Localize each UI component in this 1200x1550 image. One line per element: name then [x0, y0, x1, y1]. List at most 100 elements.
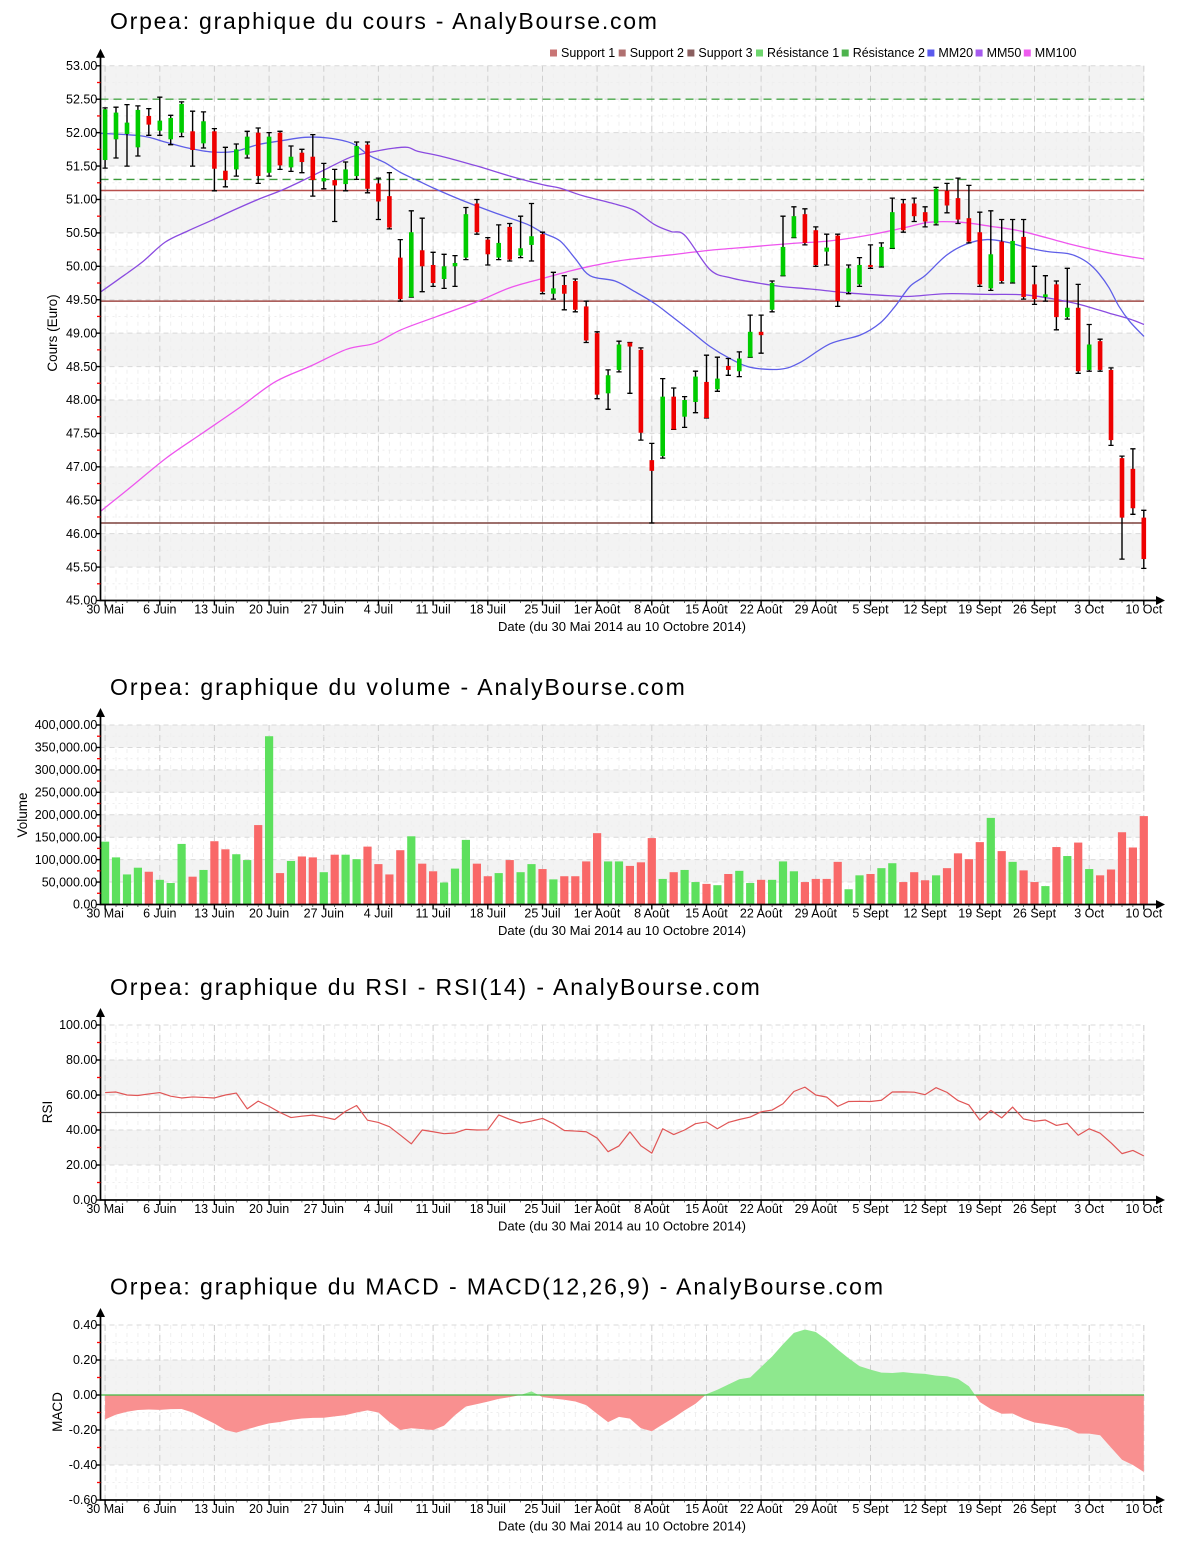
svg-text:15 Août: 15 Août — [685, 603, 728, 617]
svg-text:0.00: 0.00 — [73, 1388, 97, 1402]
svg-text:50.50: 50.50 — [66, 226, 97, 240]
svg-text:0.00: 0.00 — [73, 898, 97, 912]
svg-text:45.50: 45.50 — [66, 560, 97, 574]
svg-text:MM20: MM20 — [938, 46, 973, 60]
svg-text:0.00: 0.00 — [73, 1193, 97, 1207]
svg-text:20 Juin: 20 Juin — [249, 1202, 289, 1216]
svg-text:1er Août: 1er Août — [574, 603, 621, 617]
svg-text:46.00: 46.00 — [66, 527, 97, 541]
svg-text:6 Juin: 6 Juin — [143, 1202, 176, 1216]
svg-text:52.00: 52.00 — [66, 126, 97, 140]
svg-text:RSI: RSI — [40, 1101, 55, 1124]
svg-text:3 Oct: 3 Oct — [1074, 1502, 1104, 1516]
svg-text:49.50: 49.50 — [66, 293, 97, 307]
svg-text:52.50: 52.50 — [66, 92, 97, 106]
svg-text:400,000.00: 400,000.00 — [35, 718, 98, 732]
svg-text:15 Août: 15 Août — [685, 1502, 728, 1516]
svg-text:Résistance 1: Résistance 1 — [767, 46, 839, 60]
svg-text:19 Sept: 19 Sept — [958, 1502, 1002, 1516]
svg-text:Volume: Volume — [15, 792, 30, 837]
svg-text:30 Mai: 30 Mai — [86, 1202, 124, 1216]
svg-text:8 Août: 8 Août — [634, 603, 670, 617]
svg-text:-0.60: -0.60 — [69, 1493, 98, 1507]
svg-text:1er Août: 1er Août — [574, 1202, 621, 1216]
svg-text:4 Juil: 4 Juil — [364, 1202, 393, 1216]
svg-text:18 Juil: 18 Juil — [470, 603, 506, 617]
svg-text:11 Juil: 11 Juil — [415, 1202, 450, 1216]
svg-text:MM50: MM50 — [987, 46, 1022, 60]
svg-text:10 Oct: 10 Oct — [1125, 603, 1162, 617]
svg-text:19 Sept: 19 Sept — [958, 1202, 1002, 1216]
svg-text:4 Juil: 4 Juil — [364, 907, 393, 921]
svg-text:Orpea: graphique du cours - An: Orpea: graphique du cours - AnalyBourse.… — [110, 8, 659, 34]
svg-text:47.50: 47.50 — [66, 427, 97, 441]
svg-text:100.00: 100.00 — [59, 1018, 97, 1032]
svg-text:27 Juin: 27 Juin — [304, 907, 344, 921]
svg-text:18 Juil: 18 Juil — [470, 1202, 506, 1216]
svg-text:4 Juil: 4 Juil — [364, 1502, 393, 1516]
svg-text:12 Sept: 12 Sept — [904, 1502, 948, 1516]
svg-text:19 Sept: 19 Sept — [958, 907, 1002, 921]
svg-text:250,000.00: 250,000.00 — [35, 786, 98, 800]
svg-text:Orpea: graphique du RSI - RSI(: Orpea: graphique du RSI - RSI(14) - Anal… — [110, 974, 762, 1000]
svg-text:100,000.00: 100,000.00 — [35, 853, 98, 867]
svg-text:20 Juin: 20 Juin — [249, 1502, 289, 1516]
svg-text:15 Août: 15 Août — [685, 1202, 728, 1216]
svg-text:1er Août: 1er Août — [574, 1502, 621, 1516]
svg-text:26 Sept: 26 Sept — [1013, 1202, 1057, 1216]
svg-text:47.00: 47.00 — [66, 460, 97, 474]
svg-text:13 Juin: 13 Juin — [194, 1202, 234, 1216]
svg-text:13 Juin: 13 Juin — [194, 603, 234, 617]
svg-text:3 Oct: 3 Oct — [1074, 907, 1104, 921]
svg-text:60.00: 60.00 — [66, 1088, 97, 1102]
svg-text:26 Sept: 26 Sept — [1013, 907, 1057, 921]
svg-text:30 Mai: 30 Mai — [86, 907, 124, 921]
svg-text:22 Août: 22 Août — [740, 1502, 783, 1516]
svg-text:25 Juil: 25 Juil — [524, 1502, 560, 1516]
svg-text:12 Sept: 12 Sept — [904, 1202, 948, 1216]
svg-text:6 Juin: 6 Juin — [143, 1502, 176, 1516]
svg-text:53.00: 53.00 — [66, 59, 97, 73]
svg-text:20 Juin: 20 Juin — [249, 907, 289, 921]
svg-text:29 Août: 29 Août — [795, 907, 838, 921]
svg-text:10 Oct: 10 Oct — [1125, 907, 1162, 921]
svg-text:1er Août: 1er Août — [574, 907, 621, 921]
svg-text:Date (du 30 Mai 2014 au 10 Oct: Date (du 30 Mai 2014 au 10 Octobre 2014) — [498, 923, 746, 938]
svg-text:29 Août: 29 Août — [795, 1202, 838, 1216]
svg-text:Orpea: graphique du volume - A: Orpea: graphique du volume - AnalyBourse… — [110, 674, 687, 700]
svg-text:13 Juin: 13 Juin — [194, 1502, 234, 1516]
svg-text:48.50: 48.50 — [66, 360, 97, 374]
svg-text:13 Juin: 13 Juin — [194, 907, 234, 921]
svg-text:15 Août: 15 Août — [685, 907, 728, 921]
svg-text:29 Août: 29 Août — [795, 603, 838, 617]
svg-text:MACD: MACD — [50, 1392, 65, 1432]
svg-text:Résistance 2: Résistance 2 — [853, 46, 925, 60]
svg-text:12 Sept: 12 Sept — [904, 603, 948, 617]
svg-text:40.00: 40.00 — [66, 1123, 97, 1137]
svg-text:50,000.00: 50,000.00 — [42, 875, 98, 889]
svg-text:27 Juin: 27 Juin — [304, 603, 344, 617]
svg-text:Support 1: Support 1 — [561, 46, 615, 60]
svg-text:Date (du 30 Mai 2014 au 10 Oct: Date (du 30 Mai 2014 au 10 Octobre 2014) — [498, 1519, 746, 1534]
svg-text:150,000.00: 150,000.00 — [35, 830, 98, 844]
svg-text:19 Sept: 19 Sept — [958, 603, 1002, 617]
svg-text:46.50: 46.50 — [66, 493, 97, 507]
svg-text:50.00: 50.00 — [66, 260, 97, 274]
svg-text:6 Juin: 6 Juin — [143, 907, 176, 921]
svg-text:Orpea: graphique du MACD - MAC: Orpea: graphique du MACD - MACD(12,26,9)… — [110, 1274, 885, 1300]
svg-text:11 Juil: 11 Juil — [415, 907, 450, 921]
svg-text:Cours (Euro): Cours (Euro) — [45, 294, 60, 371]
svg-text:29 Août: 29 Août — [795, 1502, 838, 1516]
svg-text:Support 3: Support 3 — [698, 46, 752, 60]
svg-text:Support 2: Support 2 — [630, 46, 684, 60]
svg-text:Date (du 30 Mai 2014 au 10 Oct: Date (du 30 Mai 2014 au 10 Octobre 2014) — [498, 619, 746, 634]
svg-text:12 Sept: 12 Sept — [904, 907, 948, 921]
svg-text:30 Mai: 30 Mai — [86, 603, 124, 617]
svg-text:18 Juil: 18 Juil — [470, 907, 506, 921]
svg-text:350,000.00: 350,000.00 — [35, 741, 98, 755]
svg-text:-0.40: -0.40 — [69, 1458, 98, 1472]
svg-text:6 Juin: 6 Juin — [143, 603, 176, 617]
svg-text:51.00: 51.00 — [66, 193, 97, 207]
svg-text:22 Août: 22 Août — [740, 907, 783, 921]
svg-text:27 Juin: 27 Juin — [304, 1202, 344, 1216]
